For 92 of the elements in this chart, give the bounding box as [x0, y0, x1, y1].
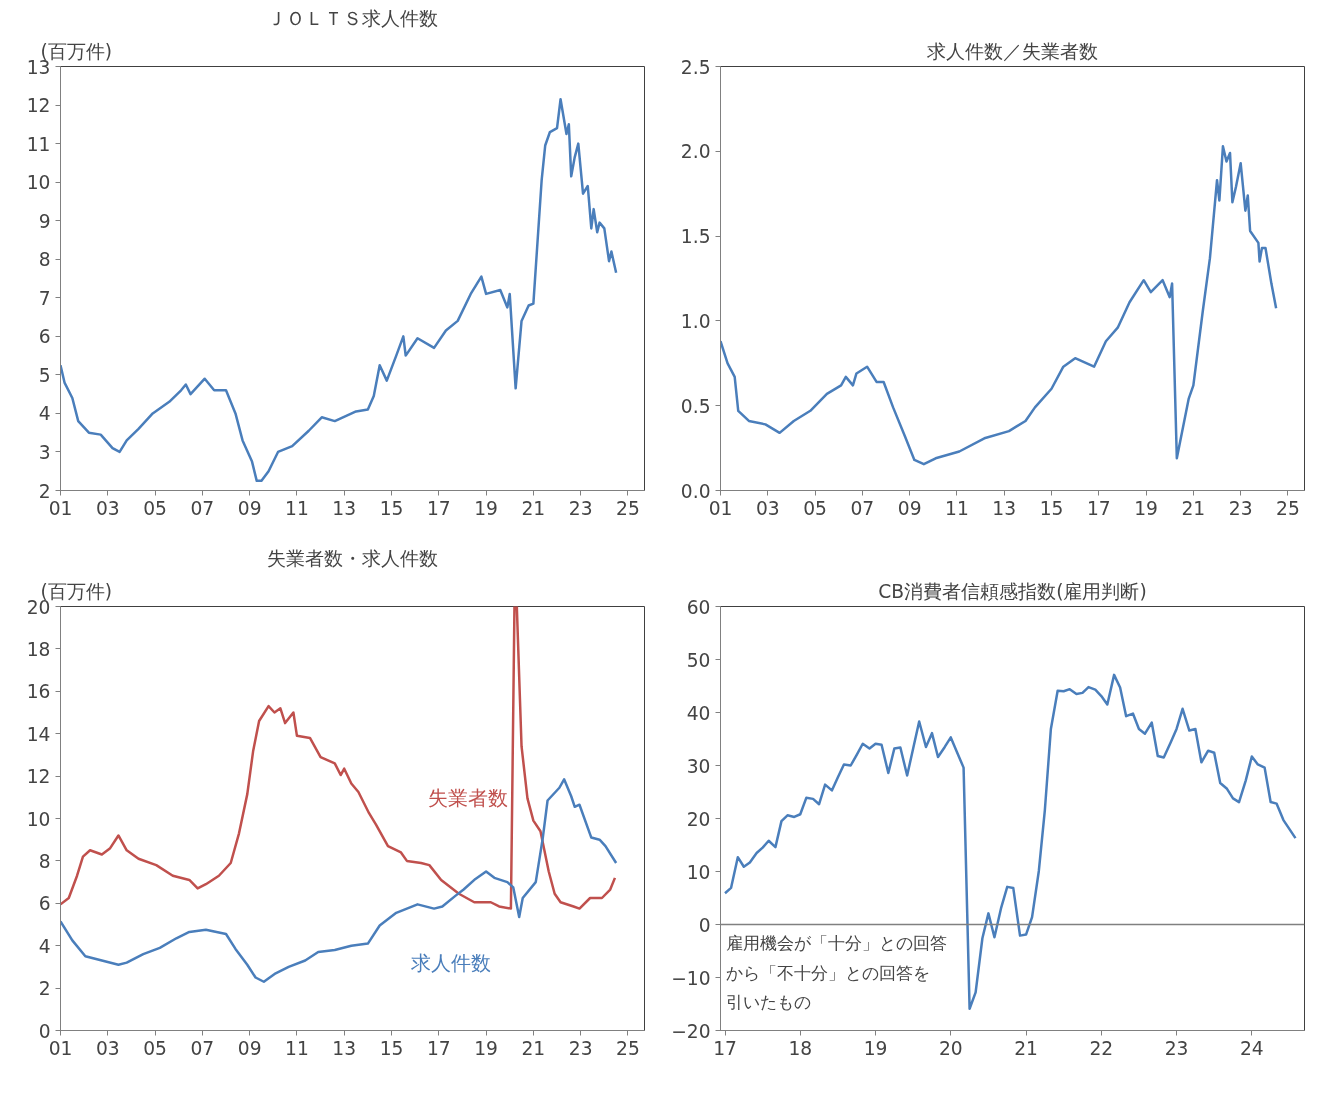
y-tick-label: 40 — [686, 702, 711, 724]
y-tick-label: 2 — [38, 978, 51, 1000]
y-tick-label: 10 — [686, 861, 711, 883]
y-tick-label: 60 — [686, 596, 711, 618]
annotation: 引いたもの — [726, 992, 812, 1013]
y-tick-label: 10 — [26, 808, 51, 830]
x-tick-label: 23 — [1228, 497, 1253, 519]
x-tick-label: 23 — [568, 497, 593, 519]
x-tick-label: 17 — [1086, 497, 1111, 519]
x-tick-label: 05 — [803, 497, 827, 519]
annotation: 雇用機会が「十分」との回答 — [726, 932, 948, 953]
y-tick-label: 8 — [38, 249, 51, 271]
x-tick-label: 19 — [474, 497, 498, 519]
series-label: 求人件数 — [410, 951, 491, 976]
x-tick-label: 11 — [945, 497, 969, 519]
x-tick-label: 25 — [1276, 497, 1300, 519]
series-label: 失業者数 — [428, 786, 509, 811]
x-tick-label: 17 — [713, 1037, 737, 1059]
y-tick-label: 50 — [686, 649, 711, 671]
y-tick-label: 0 — [38, 1020, 51, 1042]
x-tick-label: 25 — [616, 1037, 640, 1059]
x-tick-label: 17 — [426, 497, 451, 519]
x-tick-label: 03 — [755, 497, 780, 519]
x-tick-label: 15 — [379, 1037, 404, 1059]
y-tick-label: 1.5 — [680, 226, 711, 248]
y-tick-label: −10 — [671, 967, 711, 989]
y-tick-label: 12 — [26, 95, 51, 117]
y-tick-label: 4 — [38, 403, 51, 425]
x-tick-label: 09 — [237, 1037, 262, 1059]
x-tick-label: 13 — [332, 1037, 357, 1059]
y-tick-label: 5 — [38, 364, 51, 386]
y-tick-label: 0.0 — [680, 480, 711, 502]
x-tick-label: 21 — [1014, 1037, 1038, 1059]
x-tick-label: 17 — [426, 1037, 451, 1059]
chart-title: CB消費者信頼感指数(雇用判断) — [878, 580, 1147, 602]
y-tick-label: 6 — [38, 893, 51, 915]
y-tick-label: 14 — [26, 723, 51, 745]
x-tick-label: 23 — [568, 1037, 593, 1059]
y-tick-label: 11 — [26, 133, 51, 155]
x-tick-label: 09 — [237, 497, 262, 519]
chart-title: 求人件数／失業者数 — [927, 40, 1098, 62]
x-tick-label: 01 — [48, 1037, 73, 1059]
x-tick-label: 23 — [1164, 1037, 1189, 1059]
y-tick-label: 20 — [686, 808, 711, 830]
x-tick-label: 15 — [379, 497, 404, 519]
annotation: から「不十分」との回答を — [726, 962, 931, 983]
x-tick-label: 03 — [95, 1037, 120, 1059]
y-tick-label: 9 — [38, 210, 51, 232]
chart-title: 失業者数・求人件数 — [267, 547, 438, 569]
x-tick-label: 20 — [938, 1037, 963, 1059]
x-tick-label: 05 — [143, 1037, 167, 1059]
x-tick-label: 07 — [850, 497, 875, 519]
y-tick-label: 2.0 — [680, 141, 711, 163]
y-tick-label: 8 — [38, 850, 51, 872]
x-tick-label: 11 — [285, 497, 309, 519]
y-tick-label: 7 — [38, 287, 51, 309]
x-tick-label: 19 — [1134, 497, 1158, 519]
y-tick-label: 4 — [38, 935, 51, 957]
x-tick-label: 09 — [897, 497, 922, 519]
y-tick-label: 12 — [26, 766, 51, 788]
x-tick-label: 24 — [1239, 1037, 1264, 1059]
y-tick-label: 18 — [26, 638, 51, 660]
x-tick-label: 11 — [285, 1037, 309, 1059]
y-tick-label: 10 — [26, 172, 51, 194]
x-tick-label: 15 — [1039, 497, 1064, 519]
chart-title: ＪＯＬＴＳ求人件数 — [267, 7, 438, 29]
x-tick-label: 21 — [1181, 497, 1206, 519]
y-tick-label: 0.5 — [680, 395, 711, 417]
y-tick-label: 6 — [38, 326, 51, 348]
x-tick-label: 03 — [95, 497, 120, 519]
x-tick-label: 19 — [474, 1037, 498, 1059]
x-tick-label: 13 — [332, 497, 357, 519]
x-tick-label: 25 — [616, 497, 640, 519]
x-tick-label: 21 — [521, 1037, 546, 1059]
y-tick-label: 30 — [686, 755, 711, 777]
y-tick-label: 0 — [698, 914, 711, 936]
x-tick-label: 07 — [190, 497, 215, 519]
x-tick-label: 18 — [788, 1037, 813, 1059]
x-tick-label: 05 — [143, 497, 167, 519]
x-tick-label: 07 — [190, 1037, 215, 1059]
x-tick-label: 13 — [992, 497, 1017, 519]
y-tick-label: 3 — [38, 441, 51, 463]
y-tick-label: 16 — [26, 681, 51, 703]
y-tick-label: −20 — [671, 1020, 711, 1042]
x-tick-label: 22 — [1089, 1037, 1114, 1059]
y-tick-label: 2 — [38, 480, 51, 502]
y-tick-label: 2.5 — [680, 56, 711, 78]
x-tick-label: 21 — [521, 497, 546, 519]
y-tick-label: 1.0 — [680, 310, 711, 332]
x-tick-label: 19 — [863, 1037, 888, 1059]
x-tick-label: 01 — [48, 497, 73, 519]
x-tick-label: 01 — [708, 497, 733, 519]
